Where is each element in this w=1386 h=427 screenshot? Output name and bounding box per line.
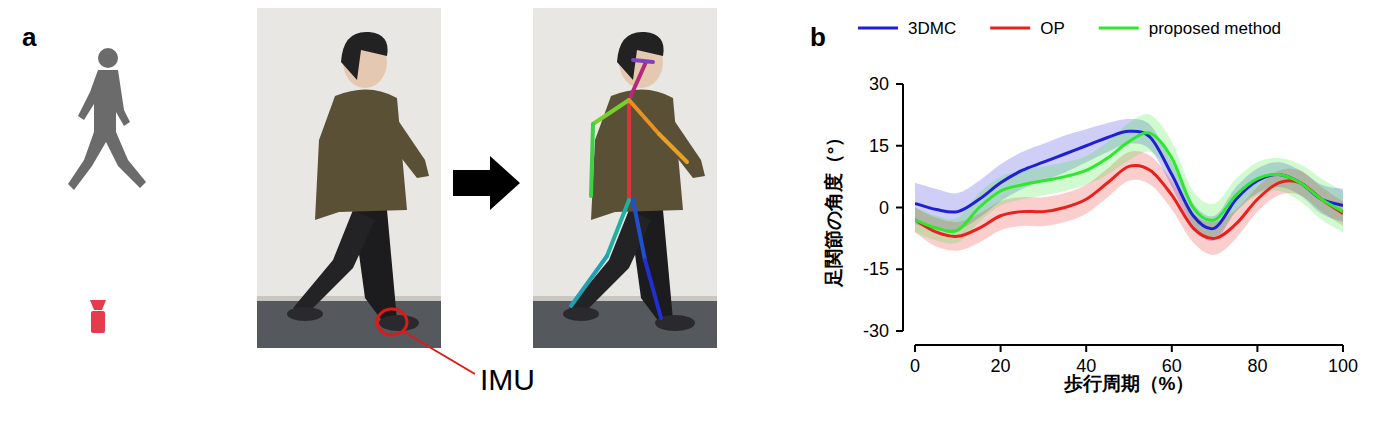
photo-shoe	[287, 307, 323, 321]
photo	[257, 8, 441, 348]
skeleton-bone	[629, 100, 659, 134]
y-tick-label: -15	[863, 259, 889, 279]
series-line	[915, 131, 1343, 228]
y-tick-label: -30	[863, 321, 889, 341]
photo-floor	[533, 300, 717, 348]
skeleton-bone	[645, 260, 661, 318]
photo	[533, 8, 717, 348]
imu-label: IMU	[480, 363, 535, 396]
legend-label: 3DMC	[908, 19, 956, 38]
x-tick	[1256, 345, 1258, 352]
plot-area	[915, 114, 1343, 255]
sd-band	[915, 114, 1343, 244]
icon-head	[98, 48, 118, 68]
photo-shoe	[563, 307, 599, 321]
y-tick-label: 0	[879, 198, 889, 218]
imu-callout	[404, 332, 475, 374]
series-line	[915, 165, 1343, 238]
x-axis-label: 歩行周期（%）	[1063, 373, 1195, 394]
y-tick-label: 15	[869, 136, 889, 156]
legend-swatch	[858, 27, 898, 30]
photo-floor	[257, 300, 441, 348]
imu-body	[91, 311, 105, 333]
photo-baseboard	[533, 296, 717, 301]
photo-wall	[257, 8, 441, 348]
skeleton-bone	[607, 200, 629, 256]
x-tick-label: 100	[1328, 356, 1358, 376]
arrow	[453, 156, 520, 210]
x-tick-label: 80	[1247, 356, 1267, 376]
y-tick	[896, 330, 903, 332]
axes: -30-1501530020406080100	[863, 74, 1358, 376]
skeleton-bone	[629, 62, 646, 100]
legend-label: OP	[1040, 19, 1065, 38]
walking-icon	[68, 48, 146, 190]
skeleton-bone	[633, 200, 645, 260]
photo-hair	[341, 32, 388, 80]
y-tick	[896, 268, 903, 270]
y-tick	[896, 207, 903, 209]
skeleton-bone	[627, 100, 631, 200]
legend-label: proposed method	[1149, 19, 1281, 38]
legend: 3DMC OP proposed method	[858, 19, 1281, 38]
photo-leg	[293, 210, 375, 318]
photo-arm	[381, 104, 429, 178]
x-tick-label: 0	[910, 356, 920, 376]
photo-wall	[533, 8, 717, 348]
legend-swatch	[1099, 27, 1139, 30]
x-tick	[1171, 345, 1173, 352]
x-tick	[1085, 345, 1087, 352]
imu-top	[90, 300, 106, 310]
panel-label: a	[22, 22, 37, 52]
skeleton-bone	[591, 124, 593, 196]
y-tick-label: 30	[869, 74, 889, 94]
photo-sweater	[591, 89, 683, 220]
skeleton-bone	[593, 100, 629, 124]
skeleton-bone	[633, 60, 653, 62]
x-tick	[1342, 345, 1344, 352]
photo-shoe	[379, 315, 419, 331]
imu-icon	[90, 300, 106, 333]
panel-label: b	[810, 22, 826, 52]
y-tick	[896, 145, 903, 147]
x-tick-label: 20	[991, 356, 1011, 376]
figure: aIMUb-30-1501530020406080100歩行周期（%）足関節の角…	[0, 0, 1386, 427]
y-axis-label: 足関節の角度（°）	[823, 128, 844, 289]
photo-arm	[657, 104, 705, 178]
legend-swatch	[990, 27, 1030, 30]
x-axis-line	[915, 344, 1343, 346]
x-tick	[914, 345, 916, 352]
icon-body	[68, 70, 146, 190]
skeleton-bone	[659, 134, 687, 162]
photo-baseboard	[257, 296, 441, 301]
x-tick	[1000, 345, 1002, 352]
y-tick	[896, 83, 903, 85]
skeleton-bone	[571, 256, 607, 306]
series-line	[915, 133, 1343, 232]
imu-circle	[377, 309, 407, 335]
photo-sweater	[315, 89, 407, 220]
